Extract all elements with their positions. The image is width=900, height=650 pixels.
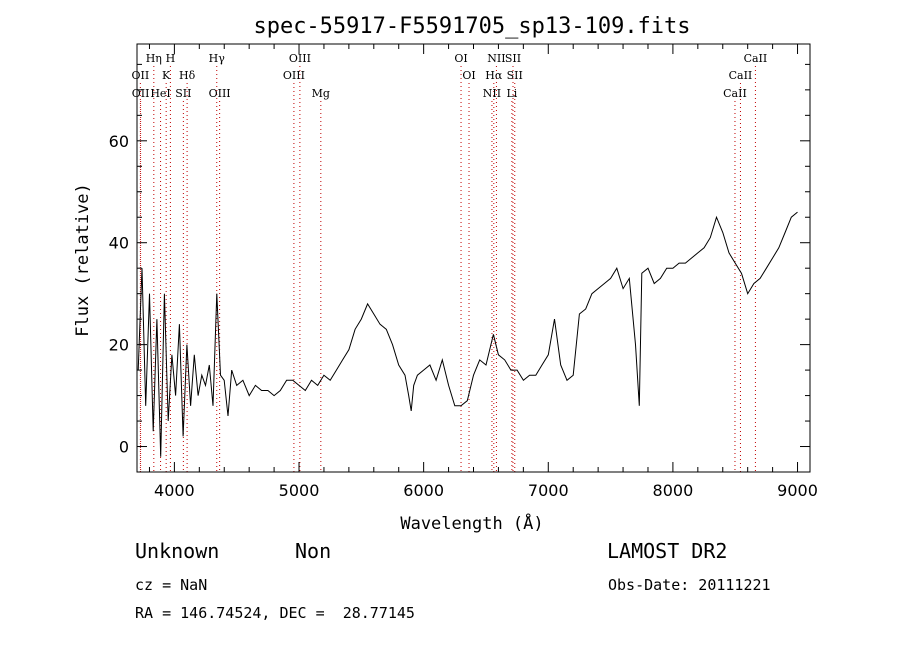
emission-line-label: Hη	[146, 52, 162, 65]
x-tick-label: 7000	[528, 481, 569, 500]
emission-line-label: SII	[175, 87, 191, 100]
y-tick-label: 0	[119, 438, 129, 457]
emission-line-label: OII	[132, 87, 150, 100]
emission-line-label: Hγ	[209, 52, 226, 65]
emission-line-label: NII	[483, 87, 501, 100]
survey-name: LAMOST DR2	[607, 539, 728, 563]
flux-series-line	[137, 211, 798, 457]
emission-line-markers	[139, 66, 756, 472]
emission-line-label: Hδ	[179, 69, 196, 82]
axis-ticks	[137, 44, 810, 472]
emission-line-label: H	[166, 52, 176, 65]
redshift-cz: cz = NaN	[135, 576, 208, 594]
coordinates: RA = 146.74524, DEC = 28.77145	[135, 604, 415, 622]
emission-line-label: CaII	[729, 69, 753, 82]
emission-line-label: OIII	[283, 69, 305, 82]
emission-line-label: OII	[132, 69, 150, 82]
x-tick-label: 5000	[279, 481, 320, 500]
x-tick-label: 8000	[653, 481, 694, 500]
emission-line-label: K	[162, 69, 171, 82]
y-tick-label: 40	[109, 234, 129, 253]
plot-frame	[136, 43, 811, 473]
x-tick-label: 9000	[777, 481, 818, 500]
emission-line-label: OIII	[289, 52, 311, 65]
emission-line-label: OI	[462, 69, 475, 82]
emission-line-label: SII	[507, 69, 523, 82]
object-subclass: Non	[295, 539, 332, 563]
emission-line-label: Mg	[312, 87, 330, 100]
emission-line-label: SII	[505, 52, 521, 65]
chart-title: spec-55917-F5591705_sp13-109.fits	[253, 14, 690, 39]
observation-date: Obs-Date: 20111221	[608, 576, 771, 594]
x-axis-label: Wavelength (Å)	[400, 512, 543, 534]
x-tick-label: 4000	[154, 481, 195, 500]
emission-line-label: CaII	[723, 87, 747, 100]
emission-line-label: HeI	[150, 87, 170, 100]
y-axis-label: Flux (relative)	[73, 183, 93, 337]
emission-line-label: NII	[487, 52, 505, 65]
emission-line-label: Li	[506, 87, 517, 100]
emission-line-label: CaII	[744, 52, 768, 65]
x-tick-label: 6000	[403, 481, 444, 500]
object-class: Unknown	[135, 539, 220, 563]
y-tick-label: 20	[109, 336, 129, 355]
emission-line-label: OIII	[209, 87, 231, 100]
y-tick-label: 60	[109, 132, 129, 151]
emission-line-label: Hα	[485, 69, 503, 82]
tick-labels: 4000 5000 6000 7000 8000 9000 0 20 40 60	[109, 132, 818, 500]
emission-line-label: OI	[454, 52, 467, 65]
